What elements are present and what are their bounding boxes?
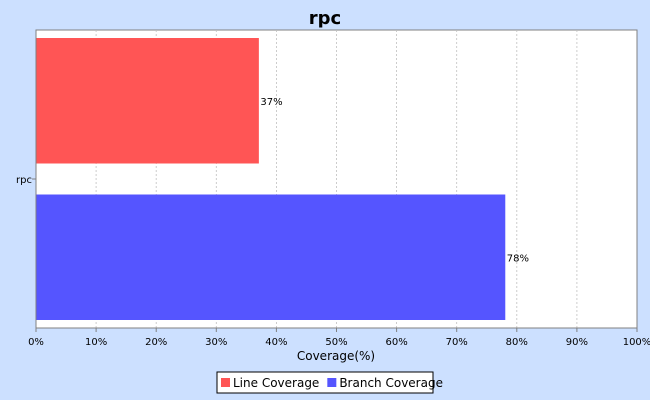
legend-label: Line Coverage — [233, 376, 319, 390]
bar-value-label: 37% — [260, 97, 282, 108]
legend-swatch — [221, 378, 230, 387]
x-tick-label: 60% — [385, 337, 407, 348]
bar-line-coverage — [36, 38, 259, 164]
bars — [36, 38, 506, 320]
x-axis-ticks: 0% 10% 20% 30% 40% 50% 60% 70% 80% 90% 100% — [28, 328, 650, 348]
legend-label: Branch Coverage — [339, 376, 443, 390]
y-axis-categories: rpc — [16, 175, 36, 186]
legend-box — [216, 371, 434, 394]
data-labels: 37% 78% — [260, 97, 529, 265]
x-tick-label: 20% — [145, 337, 167, 348]
bar-branch-coverage — [36, 194, 506, 320]
x-tick-label: 50% — [325, 337, 347, 348]
x-tick-label: 90% — [566, 337, 588, 348]
x-tick-label: 0% — [28, 337, 44, 348]
x-tick-label: 70% — [446, 337, 468, 348]
x-tick-label: 30% — [205, 337, 227, 348]
x-tick-label: 10% — [85, 337, 107, 348]
legend: Line Coverage Branch Coverage — [216, 371, 443, 394]
x-tick-label: 80% — [506, 337, 528, 348]
chart-title: rpc — [309, 8, 341, 29]
x-tick-label: 100% — [623, 337, 650, 348]
x-axis-label: Coverage(%) — [297, 349, 375, 363]
legend-swatch — [327, 378, 337, 387]
x-tick-label: 40% — [265, 337, 287, 348]
y-category-label: rpc — [16, 175, 32, 186]
bar-value-label: 78% — [507, 253, 529, 264]
